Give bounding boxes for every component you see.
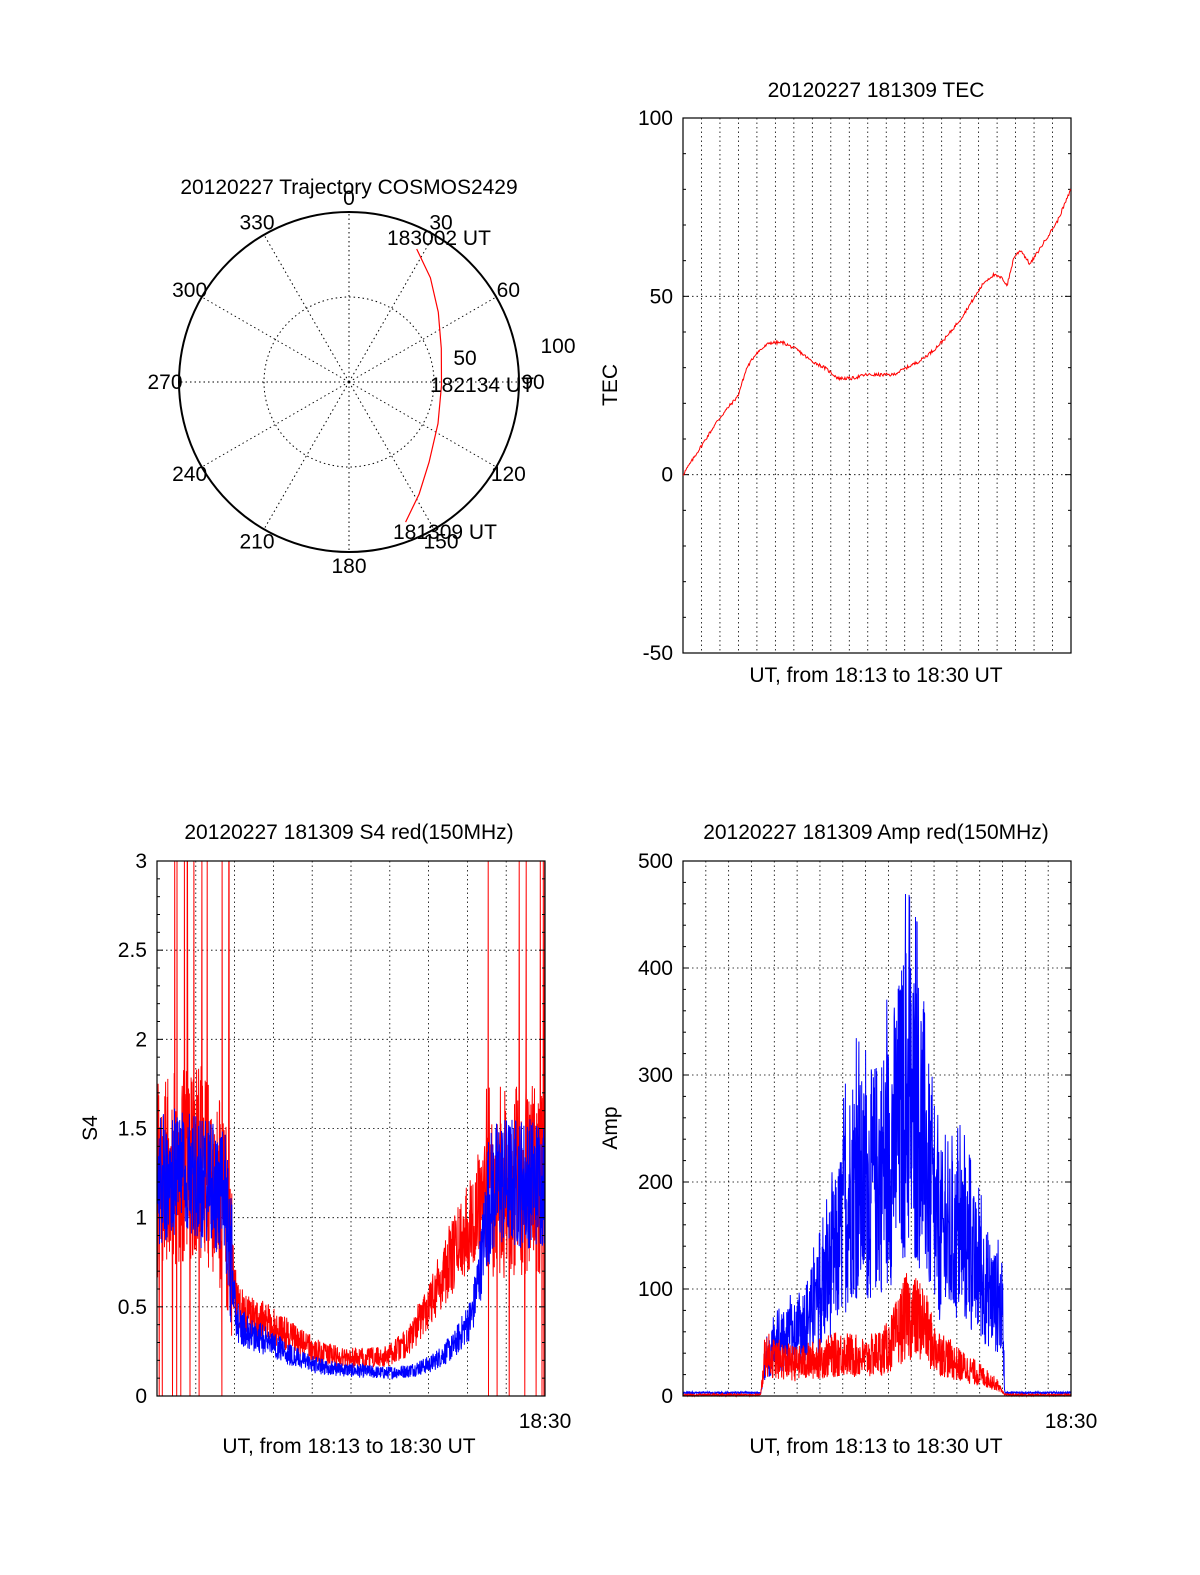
s4-x-tick-end: 18:30 (519, 1410, 572, 1433)
polar-radius-label-100: 100 (540, 335, 575, 358)
s4-panel: 20120227 181309 S4 red(150MHz) 0 0.5 1 1.5 2… (79, 821, 571, 1458)
y-tick-label: 3 (135, 850, 147, 873)
y-tick-label: 0 (135, 1385, 147, 1408)
polar-spoke (348, 381, 497, 468)
amp-x-axis-label: UT, from 18:13 to 18:30 UT (749, 1435, 1002, 1458)
amp-title: 20120227 181309 Amp red(150MHz) (703, 821, 1049, 844)
s4-y-axis-label: S4 (79, 1115, 102, 1141)
polar-angle-labels: 0 30 60 90 120 150 180 210 240 270 300 330 (147, 187, 544, 578)
polar-grid (179, 212, 519, 552)
tec-plot-frame (682, 117, 1072, 654)
amp-red-line (682, 1273, 1072, 1398)
polar-angle-label: 180 (331, 555, 366, 578)
polar-angle-label: 0 (343, 187, 355, 210)
y-tick-label: -50 (643, 642, 673, 665)
trajectory-start-label: 181309 UT (393, 521, 497, 544)
amp-blue-line (682, 893, 1072, 1396)
s4-title: 20120227 181309 S4 red(150MHz) (184, 821, 513, 844)
tec-y-ticks: -50 0 50 100 (638, 107, 1071, 665)
amp-x-tick-end: 18:30 (1045, 1410, 1098, 1433)
polar-angle-label: 270 (147, 371, 182, 394)
polar-trajectory-panel: 20120227 Trajectory COSMOS2429 0 30 60 90 12… (147, 176, 575, 578)
y-tick-label: 2 (135, 1028, 147, 1051)
polar-spoke (348, 381, 435, 530)
polar-spoke (201, 296, 350, 383)
polar-angle-label: 330 (239, 212, 274, 235)
polar-angle-label: 210 (239, 530, 274, 553)
tec-line (682, 189, 1072, 476)
polar-inner-ring (263, 296, 435, 468)
trajectory-line (405, 248, 443, 523)
polar-spoke (263, 381, 350, 530)
y-tick-label: 1.5 (118, 1118, 147, 1141)
y-tick-label: 0 (661, 464, 673, 487)
y-tick-label: 100 (638, 107, 673, 130)
tec-grid (683, 118, 1071, 653)
amp-y-ticks: 0 100 200 300 400 500 (638, 850, 1071, 1408)
tec-panel: 20120227 181309 TEC -50 0 50 100 UT, from 1… (599, 79, 1072, 687)
polar-angle-label: 300 (172, 279, 207, 302)
s4-x-axis-label: UT, from 18:13 to 18:30 UT (222, 1435, 475, 1458)
polar-angle-label: 60 (497, 279, 520, 302)
y-tick-label: 200 (638, 1171, 673, 1194)
polar-angle-label: 150 (423, 530, 458, 553)
amp-plot-frame (682, 860, 1072, 1397)
amp-y-axis-label: Amp (599, 1106, 622, 1149)
y-tick-label: 300 (638, 1064, 673, 1087)
tec-y-axis-label: TEC (599, 364, 622, 406)
amp-panel: 20120227 181309 Amp red(150MHz) 0 100 200 3… (599, 821, 1097, 1458)
s4-series (156, 860, 546, 1397)
y-tick-label: 0.5 (118, 1296, 147, 1319)
polar-spoke (348, 296, 497, 383)
y-tick-label: 1 (135, 1207, 147, 1230)
polar-angle-label: 90 (521, 371, 544, 394)
s4-red-line (156, 860, 546, 1397)
polar-outer-ring (178, 211, 520, 553)
trajectory-end-label: 183002 UT (387, 227, 491, 250)
trajectory-mid-label: 182134 UT (430, 374, 534, 397)
polar-angle-label: 120 (491, 463, 526, 486)
s4-y-ticks: 0 0.5 1 1.5 2 2.5 3 (118, 850, 545, 1408)
polar-spoke (201, 381, 350, 468)
polar-spoke (263, 234, 350, 383)
tec-series (682, 189, 1072, 476)
tec-title: 20120227 181309 TEC (768, 79, 985, 102)
polar-title: 20120227 Trajectory COSMOS2429 (180, 176, 517, 199)
y-tick-label: 50 (650, 285, 673, 308)
polar-angle-label: 240 (172, 463, 207, 486)
y-tick-label: 500 (638, 850, 673, 873)
y-tick-label: 400 (638, 957, 673, 980)
tec-x-axis-label: UT, from 18:13 to 18:30 UT (749, 664, 1002, 687)
s4-blue-line (156, 1108, 546, 1380)
polar-angle-label: 30 (429, 212, 452, 235)
polar-radius-label-50: 50 (453, 347, 476, 370)
y-tick-label: 2.5 (118, 939, 147, 962)
y-tick-label: 100 (638, 1278, 673, 1301)
y-tick-label: 0 (661, 1385, 673, 1408)
amp-series (682, 893, 1072, 1398)
polar-spoke (348, 234, 435, 383)
